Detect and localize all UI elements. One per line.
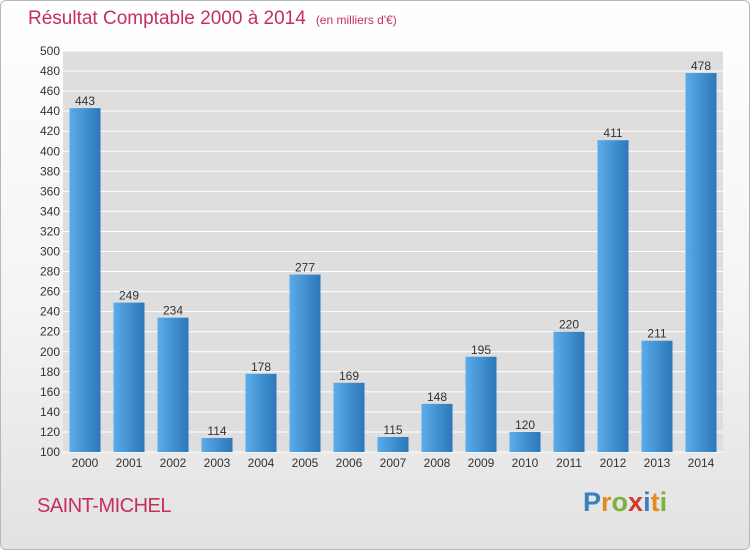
data-label: 120	[515, 418, 535, 432]
data-label: 249	[119, 289, 139, 303]
x-tick-label: 2001	[116, 456, 143, 470]
data-label: 148	[427, 390, 447, 404]
data-label: 220	[559, 318, 579, 332]
logo-letter: i	[659, 487, 668, 517]
y-tick-label: 100	[40, 445, 60, 459]
data-label: 211	[647, 327, 666, 341]
bar	[641, 340, 673, 452]
x-tick-label: 2002	[160, 456, 187, 470]
x-tick-label: 2003	[204, 456, 231, 470]
y-tick-label: 140	[40, 405, 60, 419]
x-tick-label: 2011	[556, 456, 582, 470]
data-label: 443	[75, 94, 95, 108]
data-label: 169	[339, 369, 359, 383]
y-tick-label: 220	[40, 325, 60, 339]
x-tick-label: 2000	[72, 456, 99, 470]
y-tick-label: 280	[40, 265, 60, 279]
y-tick-label: 180	[40, 365, 60, 379]
title-row: Résultat Comptable 2000 à 2014 (en millie…	[28, 8, 397, 30]
data-label: 478	[691, 59, 711, 73]
logo-letter: r	[601, 487, 612, 517]
bar	[465, 356, 497, 452]
logo-letter: o	[611, 487, 629, 517]
y-tick-label: 300	[40, 245, 60, 259]
x-tick-label: 2012	[600, 456, 627, 470]
data-label: 234	[163, 304, 183, 318]
bar	[597, 140, 629, 452]
commune-name: SAINT-MICHEL	[37, 495, 172, 517]
y-tick-label: 500	[40, 44, 60, 58]
x-tick-label: 2004	[248, 456, 275, 470]
x-tick-label: 2006	[336, 456, 363, 470]
x-tick-label: 2013	[644, 456, 671, 470]
bar	[113, 302, 145, 452]
data-label: 115	[383, 423, 402, 437]
y-tick-label: 380	[40, 164, 60, 178]
y-tick-label: 240	[40, 305, 60, 319]
y-tick-label: 440	[40, 104, 60, 118]
x-tick-label: 2010	[512, 456, 539, 470]
x-tick-label: 2007	[380, 456, 407, 470]
data-label: 195	[471, 343, 491, 357]
y-tick-label: 120	[40, 425, 60, 439]
bar	[69, 108, 101, 452]
y-tick-label: 360	[40, 184, 60, 198]
logo-letter: x	[628, 487, 644, 517]
bar	[685, 73, 717, 453]
chart-unit: (en milliers d'€)	[315, 13, 397, 27]
y-tick-label: 200	[40, 345, 60, 359]
logo-letter: i	[643, 487, 651, 517]
y-tick-label: 160	[40, 385, 60, 399]
data-label: 114	[207, 424, 226, 438]
data-label: 411	[603, 126, 622, 140]
y-tick-label: 420	[40, 124, 60, 138]
y-tick-label: 260	[40, 285, 60, 299]
data-label: 277	[295, 261, 315, 275]
bar	[201, 437, 233, 452]
chart-title: Résultat Comptable 2000 à 2014	[28, 8, 306, 29]
x-tick-label: 2014	[688, 456, 715, 470]
bar	[553, 331, 585, 452]
x-tick-label: 2005	[292, 456, 319, 470]
proxiti-logo[interactable]: Proxiti	[583, 487, 667, 518]
y-tick-label: 340	[40, 204, 60, 218]
y-tick-label: 480	[40, 64, 60, 78]
bar	[289, 274, 321, 452]
bar	[157, 317, 189, 452]
logo-letter: P	[583, 487, 602, 517]
bar	[377, 436, 409, 452]
bar	[421, 403, 453, 452]
bar	[509, 431, 541, 452]
y-tick-label: 400	[40, 144, 60, 158]
bar	[333, 382, 365, 452]
x-tick-label: 2008	[424, 456, 451, 470]
logo-letter: t	[650, 487, 660, 517]
y-tick-label: 460	[40, 84, 60, 98]
bar	[245, 373, 277, 452]
x-tick-label: 2009	[468, 456, 495, 470]
y-tick-label: 320	[40, 224, 60, 238]
data-label: 178	[251, 360, 271, 374]
